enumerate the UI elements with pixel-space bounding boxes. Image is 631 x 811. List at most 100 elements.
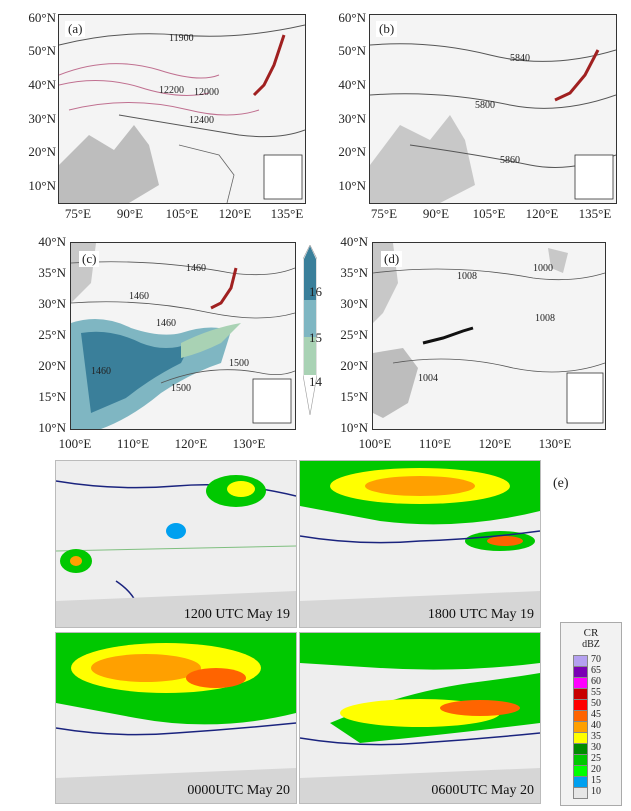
- contour-label: 5800: [475, 100, 495, 111]
- colorbar-label: 16: [309, 284, 322, 300]
- lat-label: 50°N: [320, 43, 366, 59]
- map-panel-b: (b) 5840 5800 5860: [369, 14, 617, 204]
- radar-panel-4: 0600UTC May 20: [299, 632, 541, 804]
- colorbar-level-label: 50: [591, 699, 601, 709]
- colorbar-level-label: 25: [591, 754, 601, 764]
- contour-label: 1460: [129, 291, 149, 302]
- map-panel-a: (a) 11900 12000 12200 12400: [58, 14, 306, 204]
- lon-label: 120°E: [210, 206, 260, 222]
- lat-label: 10°N: [10, 178, 56, 194]
- radar-panel-1: 1200 UTC May 19: [55, 460, 297, 628]
- panel-label-d: (d): [381, 251, 402, 267]
- colorbar-title: CR: [561, 627, 621, 639]
- lon-label: 130°E: [530, 436, 580, 452]
- contour-label: 1460: [91, 366, 111, 377]
- lon-label: 130°E: [224, 436, 274, 452]
- lat-label: 15°N: [20, 389, 66, 405]
- map-d-graphics: [373, 243, 605, 429]
- contour-label: 12200: [159, 85, 184, 96]
- lon-label: 100°E: [350, 436, 400, 452]
- radar-4-graphics: [300, 633, 540, 803]
- contour-label: 1000: [533, 263, 553, 274]
- contour-label: 1004: [418, 373, 438, 384]
- colorbar-level-label: 55: [591, 688, 601, 698]
- radar-time: 0600UTC May 20: [431, 783, 534, 799]
- lat-label: 60°N: [10, 10, 56, 26]
- lon-label: 110°E: [410, 436, 460, 452]
- lat-label: 15°N: [322, 389, 368, 405]
- lon-label: 110°E: [108, 436, 158, 452]
- lat-label: 10°N: [320, 178, 366, 194]
- panel-label-a: (a): [65, 21, 85, 37]
- colorbar-unit: dBZ: [561, 639, 621, 650]
- contour-label: 1500: [229, 358, 249, 369]
- lat-label: 40°N: [320, 77, 366, 93]
- contour-label: 5840: [510, 53, 530, 64]
- lat-label: 20°N: [20, 358, 66, 374]
- radar-time: 0000UTC May 20: [187, 783, 290, 799]
- lon-label: 120°E: [166, 436, 216, 452]
- lon-label: 75°E: [359, 206, 409, 222]
- lon-label: 120°E: [517, 206, 567, 222]
- lat-label: 20°N: [10, 144, 56, 160]
- colorbar-level-label: 40: [591, 721, 601, 731]
- lat-label: 10°N: [322, 420, 368, 436]
- contour-label: 1008: [457, 271, 477, 282]
- lat-label: 30°N: [20, 296, 66, 312]
- contour-label: 12000: [194, 87, 219, 98]
- radar-panel-2: 1800 UTC May 19: [299, 460, 541, 628]
- colorbar-label: 15: [309, 330, 322, 346]
- lat-label: 60°N: [320, 10, 366, 26]
- lat-label: 40°N: [10, 77, 56, 93]
- colorbar-level-label: 45: [591, 710, 601, 720]
- colorbar-level-label: 10: [591, 787, 601, 797]
- lon-label: 135°E: [262, 206, 312, 222]
- radar-1-graphics: [56, 461, 296, 627]
- contour-label: 5860: [500, 155, 520, 166]
- contour-label: 1460: [156, 318, 176, 329]
- radar-colorbar: CR dBZ 70 65 60 55 50 45 40 35 30 25 20 15 10: [560, 622, 622, 806]
- panel-label-b: (b): [376, 21, 397, 37]
- colorbar-level-label: 35: [591, 732, 601, 742]
- contour-label: 11900: [169, 33, 194, 44]
- radar-2-graphics: [300, 461, 540, 627]
- radar-time: 1200 UTC May 19: [184, 607, 290, 623]
- lon-label: 135°E: [570, 206, 620, 222]
- panel-label-e: (e): [553, 476, 569, 492]
- lat-label: 30°N: [320, 111, 366, 127]
- lat-label: 10°N: [20, 420, 66, 436]
- radar-time: 1800 UTC May 19: [428, 607, 534, 623]
- contour-label: 1500: [171, 383, 191, 394]
- lat-label: 30°N: [10, 111, 56, 127]
- lat-label: 20°N: [322, 358, 368, 374]
- lat-label: 40°N: [20, 234, 66, 250]
- colorbar-level-label: 60: [591, 677, 601, 687]
- lat-label: 25°N: [20, 327, 66, 343]
- lon-label: 90°E: [411, 206, 461, 222]
- lat-label: 35°N: [20, 265, 66, 281]
- panel-label-c: (c): [79, 251, 99, 267]
- lon-label: 105°E: [157, 206, 207, 222]
- map-panel-c: (c) 1460 1460 1460 1460 1500 1500: [70, 242, 296, 430]
- colorbar-label: 14: [309, 374, 322, 390]
- contour-label: 1008: [535, 313, 555, 324]
- colorbar-swatch: [573, 787, 588, 799]
- lat-label: 50°N: [10, 43, 56, 59]
- lat-label: 30°N: [322, 296, 368, 312]
- map-c-graphics: [71, 243, 295, 429]
- radar-3-graphics: [56, 633, 296, 803]
- contour-label: 12400: [189, 115, 214, 126]
- colorbar-level-label: 70: [591, 655, 601, 665]
- colorbar-level-label: 65: [591, 666, 601, 676]
- lat-label: 25°N: [322, 327, 368, 343]
- lon-label: 90°E: [105, 206, 155, 222]
- lon-label: 105°E: [464, 206, 514, 222]
- lon-label: 75°E: [53, 206, 103, 222]
- lat-label: 20°N: [320, 144, 366, 160]
- colorbar-level-label: 30: [591, 743, 601, 753]
- colorbar-level-label: 15: [591, 776, 601, 786]
- radar-panel-3: 0000UTC May 20: [55, 632, 297, 804]
- lat-label: 40°N: [322, 234, 368, 250]
- lat-label: 35°N: [322, 265, 368, 281]
- lon-label: 120°E: [470, 436, 520, 452]
